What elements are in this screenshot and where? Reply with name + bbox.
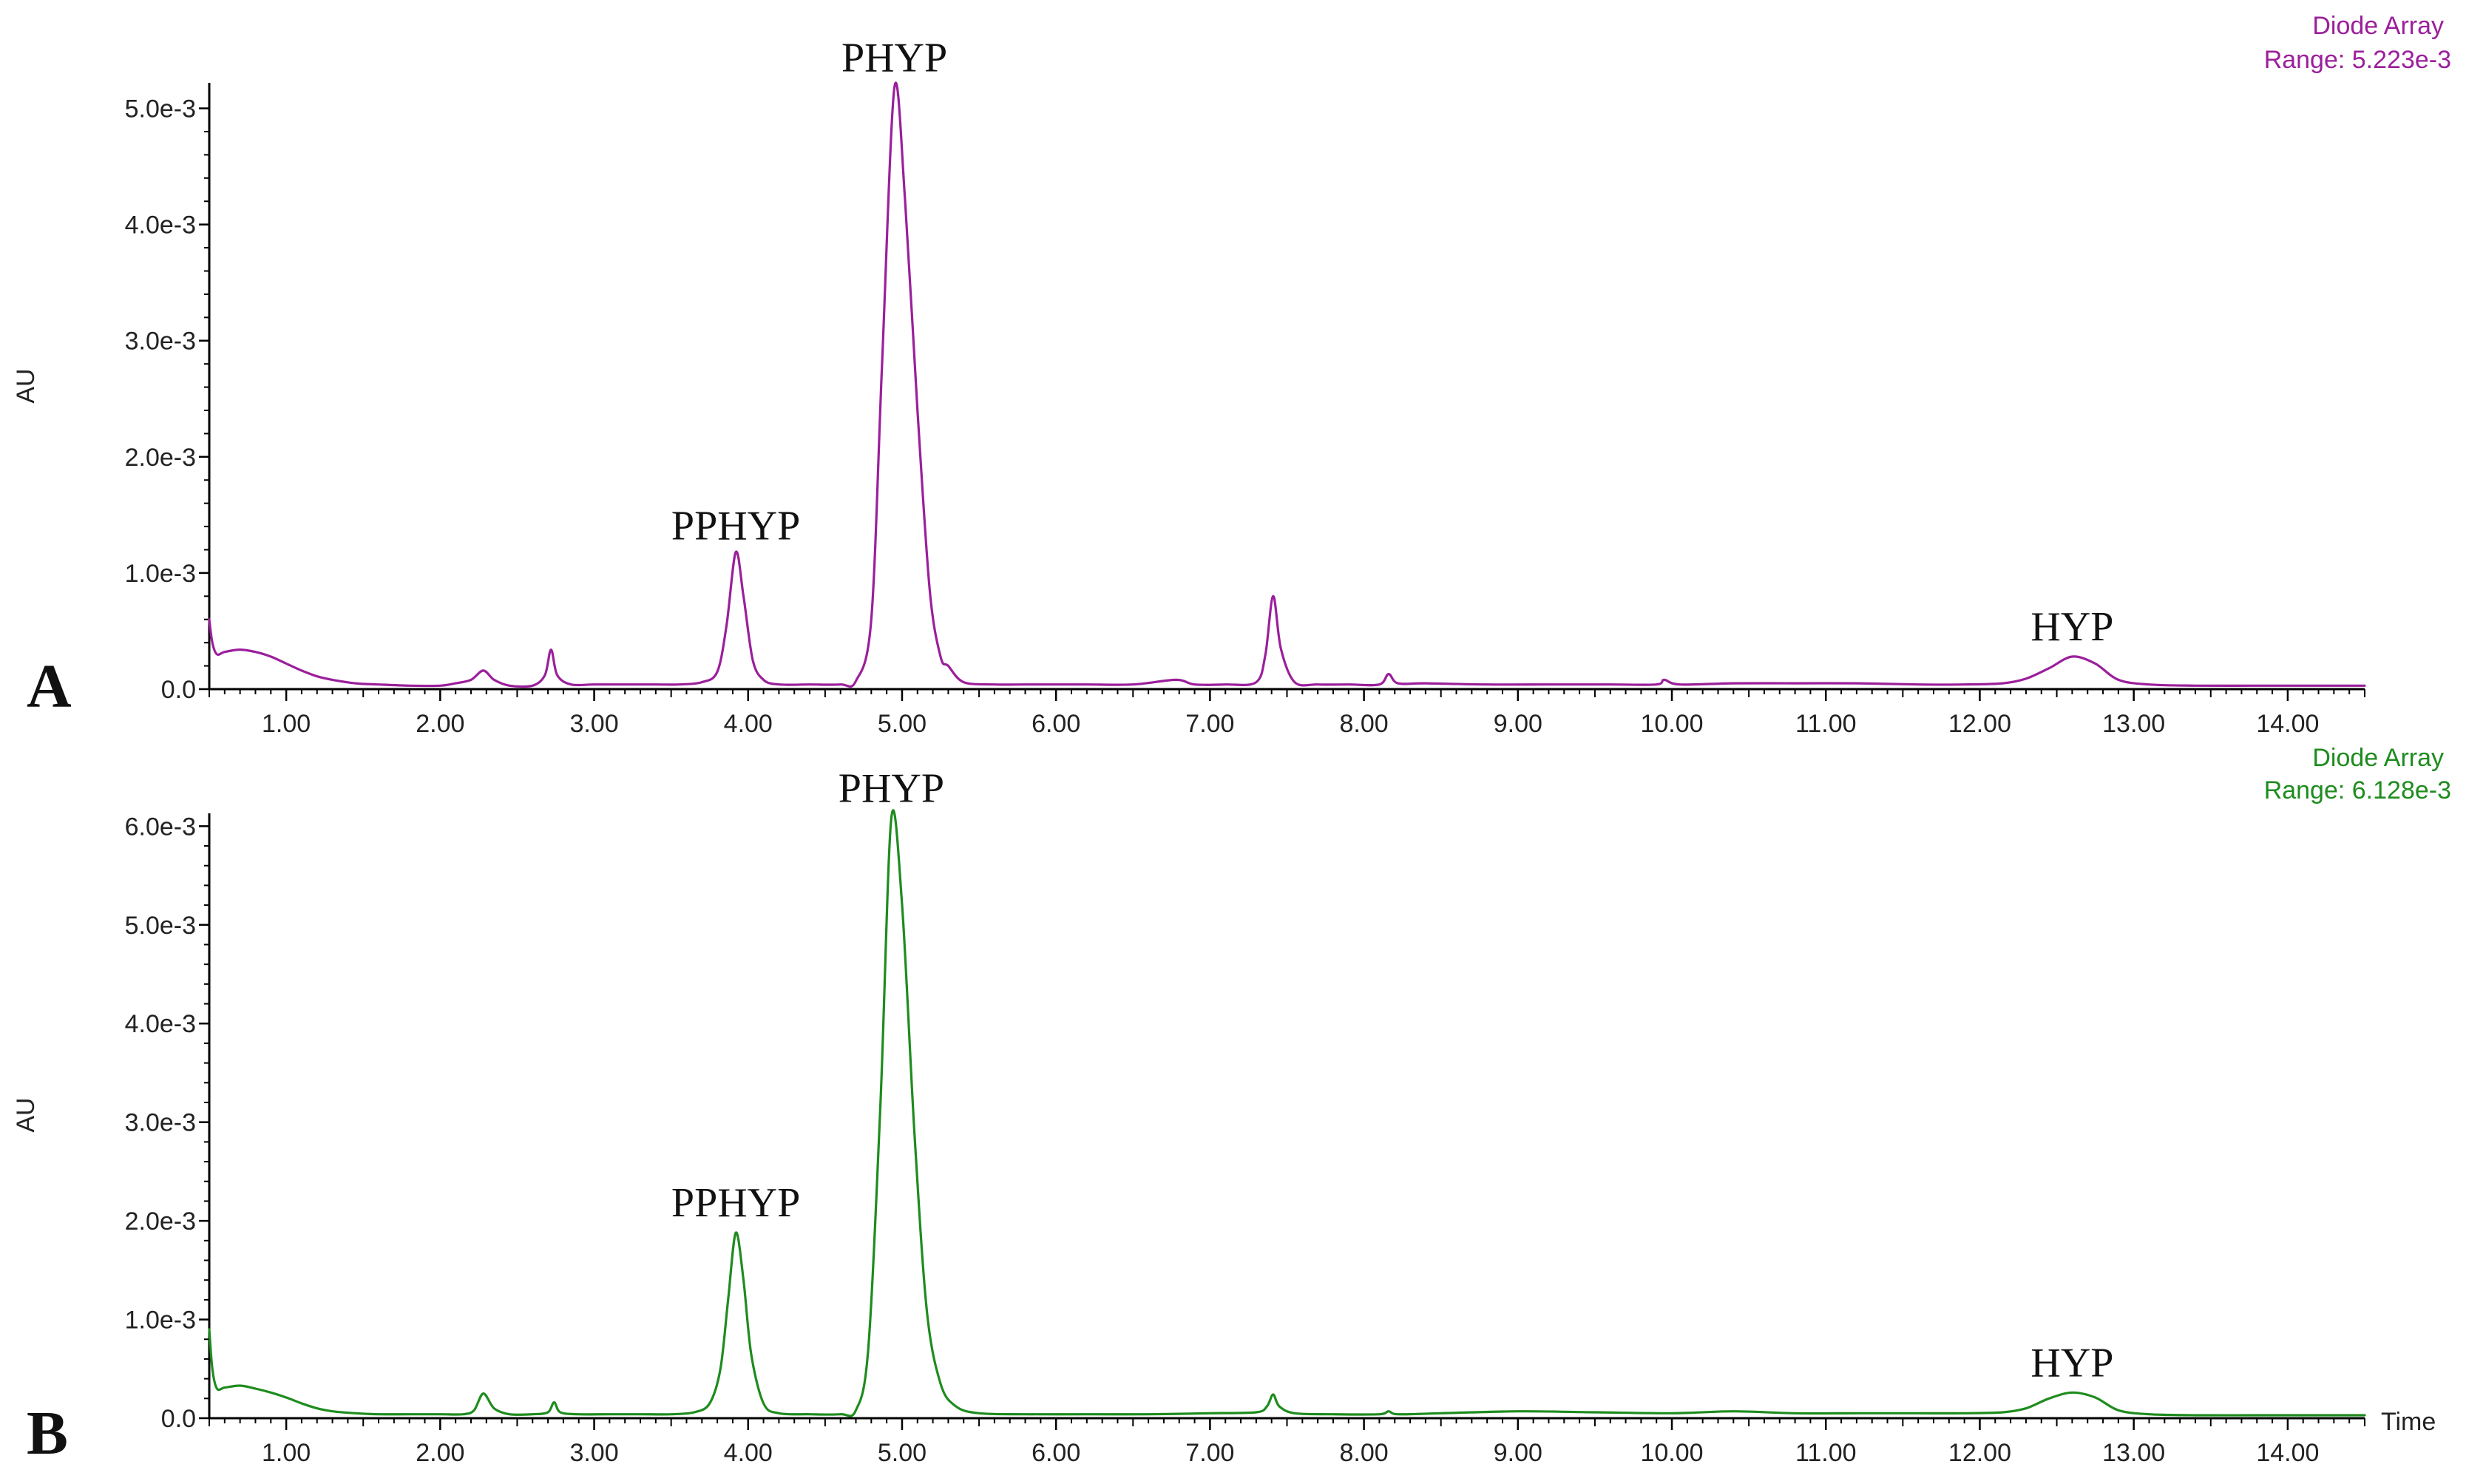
x-tick-label: 12.00 [1948, 1439, 2011, 1467]
x-tick-label: 11.00 [1795, 710, 1857, 738]
y-axis-title: AU [12, 1097, 40, 1132]
panel-label: B [27, 1399, 68, 1468]
x-tick-label: 7.00 [1185, 710, 1234, 738]
x-tick-label: 6.00 [1032, 1439, 1080, 1467]
x-tick-label: 4.00 [724, 710, 773, 738]
y-tick-label: 0.0 [161, 1405, 196, 1433]
y-tick-label: 4.0e-3 [125, 211, 196, 240]
x-tick-label: 1.00 [262, 710, 311, 738]
chart-panel-b: 0.0 1.0e-3 2.0e-3 3.0e-3 4.0e-3 5.0e-3 6.0e-3 1… [12, 744, 2451, 1468]
detector-label: Diode Array [2312, 12, 2444, 40]
range-label: Range: 5.223e-3 [2264, 46, 2451, 74]
x-tick-label: 10.00 [1640, 1439, 1703, 1467]
x-tick-label: 7.00 [1185, 1439, 1234, 1467]
range-label: Range: 6.128e-3 [2264, 776, 2451, 804]
x-tick-label: 14.00 [2256, 710, 2319, 738]
x-tick-label: 3.00 [569, 710, 618, 738]
chromatogram-trace [208, 81, 2366, 688]
panel-label: A [27, 652, 72, 721]
y-tick-label: 0.0 [161, 676, 196, 704]
x-tick-label: 4.00 [724, 1439, 773, 1467]
peak-label-hyp: HYP [2030, 1340, 2113, 1386]
y-tick-label: 6.0e-3 [125, 813, 196, 841]
peak-label-hyp: HYP [2030, 604, 2113, 650]
peak-label-phyp: PHYP [841, 35, 947, 81]
x-tick-label: 5.00 [878, 1439, 927, 1467]
peak-label-phyp: PHYP [839, 766, 944, 812]
y-tick-label: 5.0e-3 [125, 95, 196, 123]
x-tick-label: 9.00 [1494, 710, 1542, 738]
chart-panel-a: 0.0 1.0e-3 2.0e-3 3.0e-3 4.0e-3 5.0e-3 1.00 2.0… [12, 12, 2451, 738]
x-tick-label: 11.00 [1795, 1439, 1857, 1467]
x-tick-label: 9.00 [1494, 1439, 1542, 1467]
y-tick-label: 3.0e-3 [125, 1109, 196, 1137]
chromatogram-trace [208, 809, 2366, 1417]
y-tick-label: 1.0e-3 [125, 560, 196, 588]
x-tick-label: 8.00 [1340, 710, 1389, 738]
x-axis-title: Time [2381, 1408, 2436, 1436]
detector-label: Diode Array [2312, 744, 2444, 772]
y-tick-label: 2.0e-3 [125, 444, 196, 472]
y-tick-label: 5.0e-3 [125, 912, 196, 940]
x-tick-label: 2.00 [416, 1439, 464, 1467]
x-tick-label: 14.00 [2256, 1439, 2319, 1467]
x-tick-label: 3.00 [569, 1439, 618, 1467]
x-tick-label: 1.00 [262, 1439, 311, 1467]
x-tick-label: 13.00 [2102, 1439, 2165, 1467]
y-tick-label: 1.0e-3 [125, 1307, 196, 1335]
x-tick-label: 2.00 [416, 710, 464, 738]
x-tick-label: 8.00 [1340, 1439, 1389, 1467]
peak-label-pphyp: PPHYP [671, 503, 800, 549]
x-tick-label: 5.00 [878, 710, 927, 738]
x-tick-label: 6.00 [1032, 710, 1080, 738]
y-tick-label: 4.0e-3 [125, 1010, 196, 1038]
x-tick-label: 13.00 [2102, 710, 2165, 738]
x-tick-label: 12.00 [1948, 710, 2011, 738]
x-tick-label: 10.00 [1640, 710, 1703, 738]
y-tick-label: 3.0e-3 [125, 328, 196, 356]
peak-label-pphyp: PPHYP [671, 1180, 800, 1226]
y-axis-title: AU [12, 368, 40, 403]
y-tick-label: 2.0e-3 [125, 1207, 196, 1236]
